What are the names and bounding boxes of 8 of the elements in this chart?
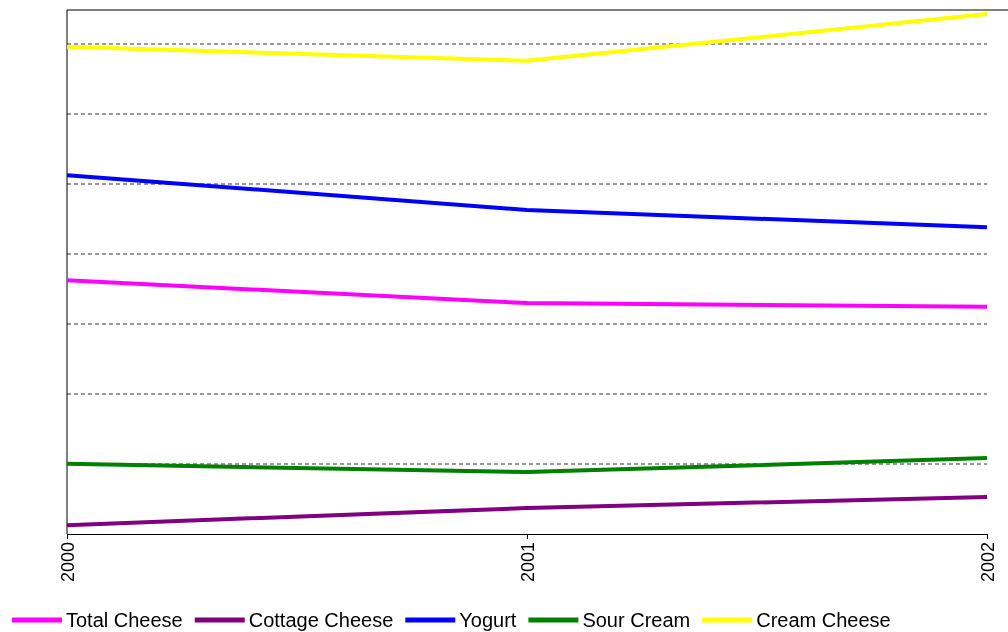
x-tick-label: 2000	[57, 542, 78, 583]
legend-label: Yogurt	[459, 609, 517, 631]
legend-label: Cream Cheese	[756, 609, 891, 631]
legend-label: Cottage Cheese	[248, 609, 394, 631]
x-tick-label: 2001	[517, 542, 538, 583]
x-tick-label: 2002	[977, 542, 998, 583]
legend-label: Sour Cream	[582, 609, 691, 631]
legend-label: Total Cheese	[66, 609, 183, 631]
